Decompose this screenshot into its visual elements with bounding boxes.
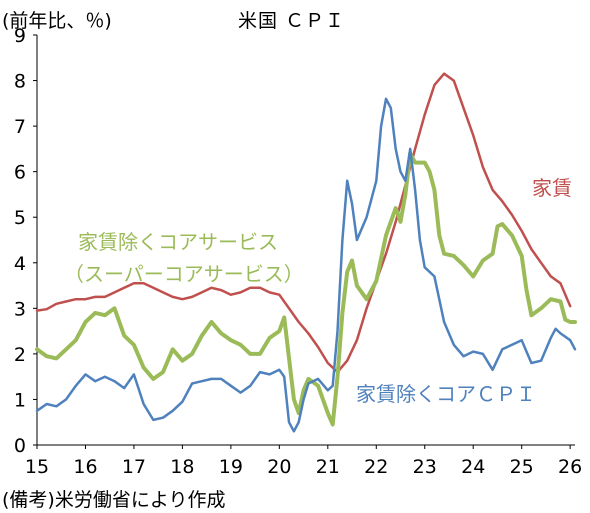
series-label-core-cpi: 家賃除くコアＣＰＩ [356, 382, 536, 406]
y-tick-label: 1 [14, 389, 26, 411]
x-tick-label: 25 [510, 456, 534, 478]
y-tick-label: 7 [14, 116, 26, 138]
y-tick-label: 2 [14, 344, 26, 366]
x-tick-label: 24 [461, 456, 485, 478]
x-tick-label: 16 [73, 456, 97, 478]
y-tick-label: 9 [14, 25, 26, 47]
y-axis-unit-label: (前年比、％) [2, 10, 112, 32]
x-tick-label: 17 [122, 456, 146, 478]
series-line-core-cpi [35, 97, 577, 433]
y-tick-label: 4 [14, 253, 26, 275]
x-tick-label: 19 [219, 456, 243, 478]
series-line-supercore [35, 151, 577, 427]
x-tick-label: 22 [364, 456, 388, 478]
series-label-supercore-sub: （スーパーコアサービス） [64, 262, 304, 286]
x-tick-label: 26 [558, 456, 582, 478]
x-tick-label: 21 [316, 456, 340, 478]
x-tick-label: 23 [413, 456, 437, 478]
x-tick-label: 20 [267, 456, 291, 478]
y-tick-label: 6 [14, 162, 26, 184]
source-note: (備考)米労働省により作成 [2, 489, 226, 511]
y-tick-label: 0 [14, 435, 26, 457]
x-tick-label: 18 [170, 456, 194, 478]
y-tick-label: 3 [14, 298, 26, 320]
y-tick-label: 5 [14, 207, 26, 229]
chart-title: 米国 ＣＰＩ [238, 10, 346, 32]
chart-series [35, 72, 577, 433]
x-tick-label: 15 [25, 456, 49, 478]
series-label-rent: 家賃 [532, 176, 572, 200]
series-label-supercore: 家賃除くコアサービス [78, 230, 278, 254]
y-tick-label: 8 [14, 71, 26, 93]
series-line-rent [35, 72, 572, 374]
